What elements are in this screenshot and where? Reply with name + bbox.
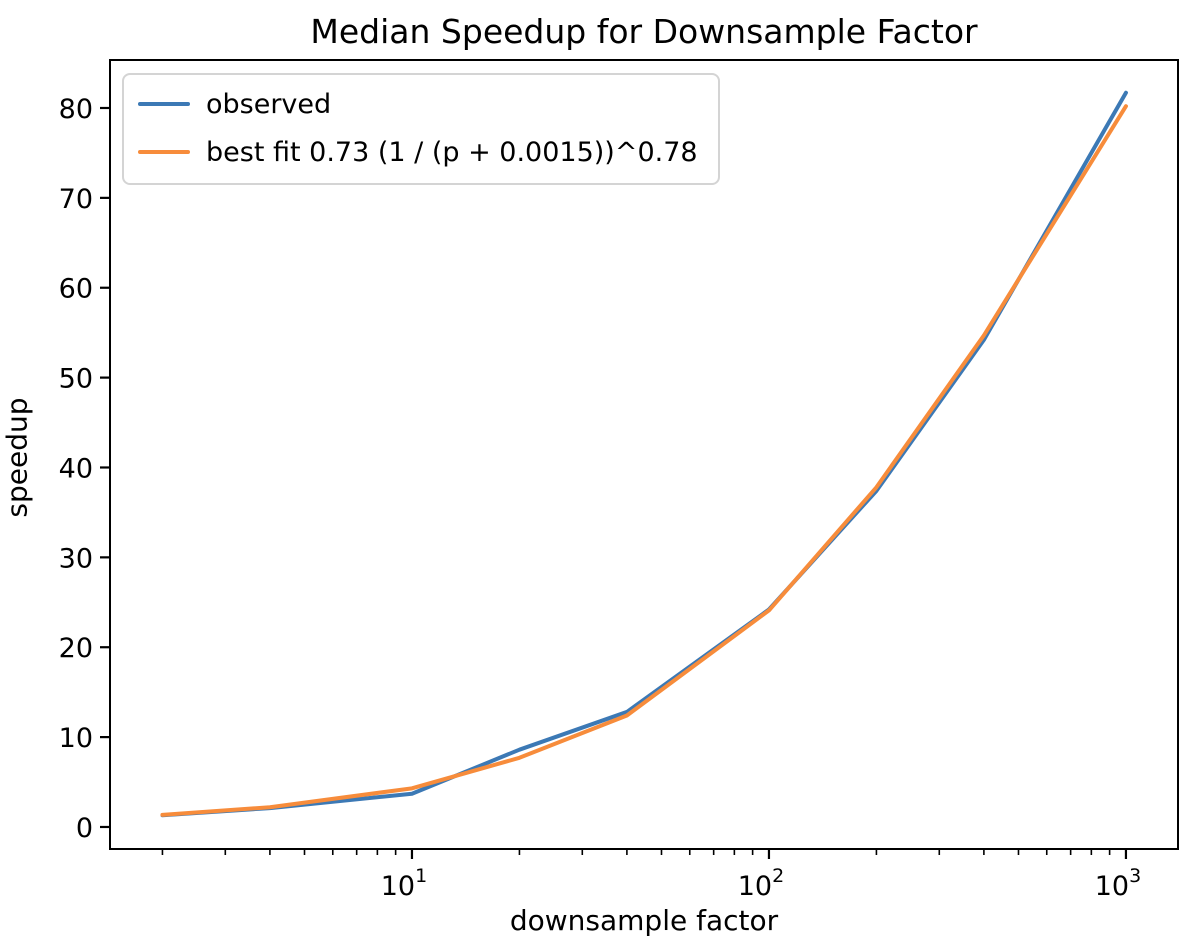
chart-title: Median Speedup for Downsample Factor <box>310 12 978 51</box>
legend-item-observed: observed <box>138 85 698 123</box>
y-axis-tick-label: 30 <box>59 543 93 574</box>
y-axis-tick-label: 40 <box>59 453 93 484</box>
legend-label-observed: observed <box>206 88 332 120</box>
observed-line <box>160 90 1128 818</box>
best-fit-line-swatch <box>138 149 190 155</box>
x-axis-tick-label: 101 <box>381 865 427 902</box>
y-axis-tick-label: 20 <box>59 633 93 664</box>
y-axis-tick-label: 80 <box>59 94 93 125</box>
legend: observed best fit 0.73 (1 / (p + 0.0015)… <box>122 73 720 185</box>
plot-spines <box>109 59 1179 850</box>
y-axis-tick-label: 60 <box>59 274 93 305</box>
y-axis-tick-label: 10 <box>59 723 93 754</box>
x-axis-label: downsample factor <box>509 904 779 937</box>
x-axis-tick-label: 103 <box>1095 865 1141 902</box>
best-fit-line <box>160 104 1128 817</box>
y-axis-tick-label: 0 <box>76 813 93 844</box>
x-axis-tick-label: 102 <box>738 865 784 902</box>
legend-item-best-fit: best fit 0.73 (1 / (p + 0.0015))^0.78 <box>138 133 698 171</box>
y-axis-tick-label: 50 <box>59 364 93 395</box>
observed-line-swatch <box>138 101 190 107</box>
y-axis-tick-label: 70 <box>59 184 93 215</box>
legend-label-best-fit: best fit 0.73 (1 / (p + 0.0015))^0.78 <box>206 136 698 168</box>
y-axis-label: speedup <box>0 397 34 518</box>
